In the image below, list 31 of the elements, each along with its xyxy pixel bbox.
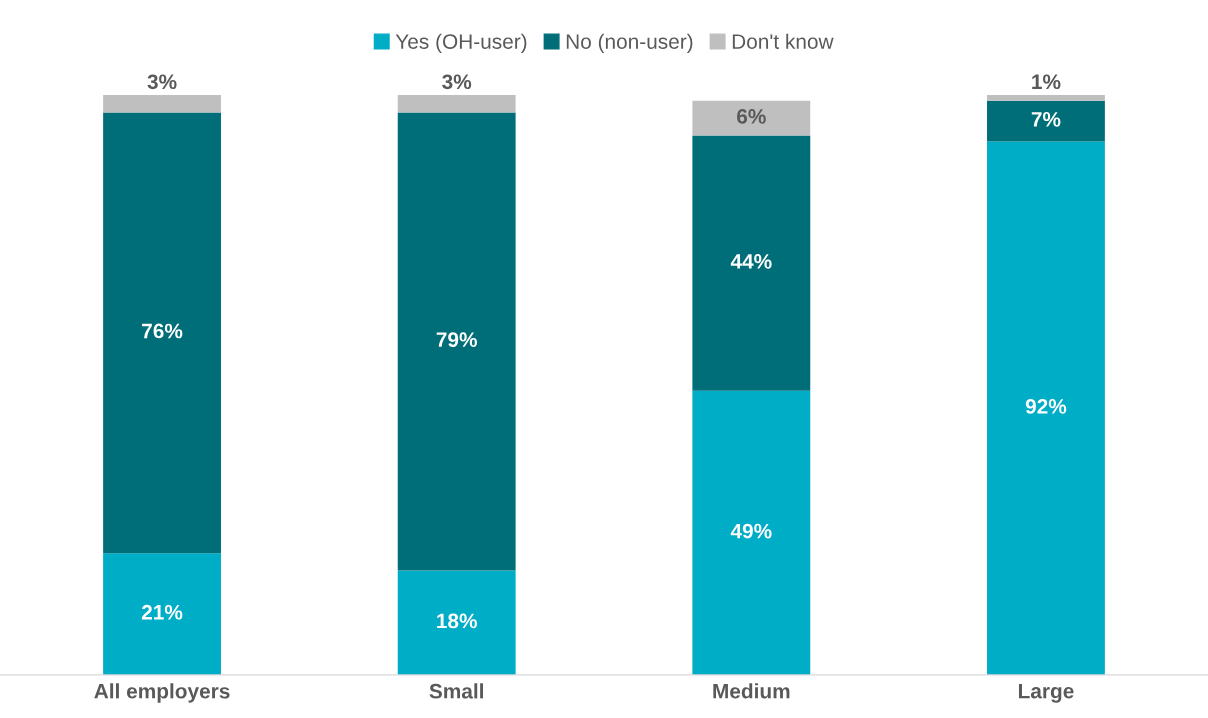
bar <box>692 135 811 391</box>
x-tick-label: Medium <box>713 683 790 699</box>
data-label: 18% <box>437 613 477 629</box>
bar <box>692 100 811 136</box>
bar <box>987 141 1105 675</box>
bar <box>103 112 221 554</box>
data-label: 7% <box>1031 111 1061 127</box>
data-label: 21% <box>141 604 183 620</box>
bar <box>397 112 516 571</box>
legend-label: Yes (OH-user) <box>395 33 527 54</box>
data-label: 6% <box>737 109 766 124</box>
bar <box>987 100 1105 142</box>
data-label: 92% <box>1025 399 1067 414</box>
bar <box>103 553 221 675</box>
bar <box>692 390 811 675</box>
legend-label: No (non-user) <box>566 33 693 54</box>
bar <box>397 570 516 675</box>
x-tick-label: Small <box>429 683 483 699</box>
x-tick-label: All employers <box>94 683 230 703</box>
data-label: 3% <box>147 74 177 90</box>
data-label: 79% <box>436 332 477 348</box>
x-tick-label: Large <box>1018 683 1074 703</box>
bar <box>103 95 221 113</box>
legend-label: Don't know <box>732 33 834 49</box>
data-label: 1% <box>1032 74 1061 90</box>
data-label: 76% <box>142 323 183 339</box>
data-label: 3% <box>442 74 472 90</box>
data-label: 49% <box>730 523 772 539</box>
bar <box>397 95 516 113</box>
bar <box>987 95 1105 101</box>
data-label: 44% <box>730 254 772 269</box>
